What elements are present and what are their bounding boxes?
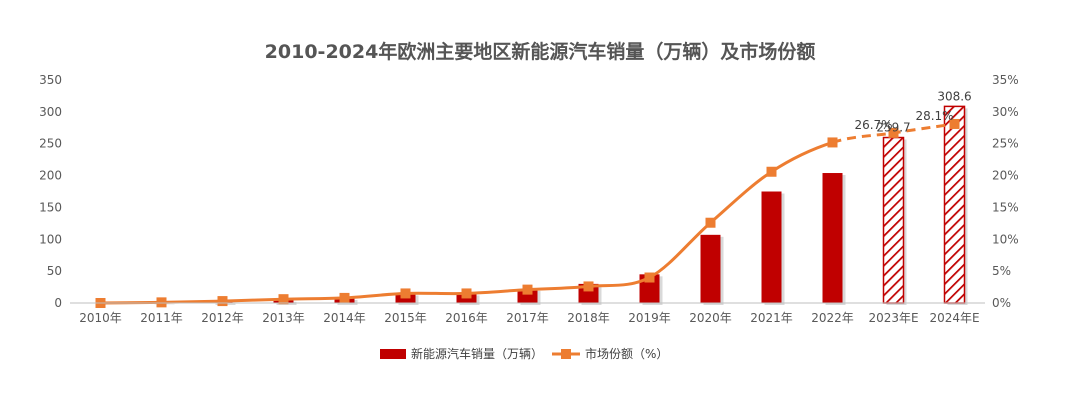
share-marker xyxy=(949,118,960,129)
bar-series xyxy=(151,105,968,305)
y-right-tick-label: 10% xyxy=(992,232,1019,246)
x-tick-label: 2023年E xyxy=(868,311,918,325)
legend-line-label: 市场份额（%） xyxy=(585,346,668,361)
bar xyxy=(943,105,966,304)
y-left-tick-label: 300 xyxy=(39,105,62,119)
bar xyxy=(882,136,905,304)
share-marker xyxy=(400,288,411,299)
axes: 0 50 100 150 200 250 300 350 0% 5% 10% 15% 20% 25% 30%… xyxy=(39,73,1019,325)
y-right-tick-label: 15% xyxy=(992,200,1019,214)
x-tick-label: 2020年 xyxy=(689,311,732,325)
chart-title: 2010-2024年欧洲主要地区新能源汽车销量（万辆）及市场份额 xyxy=(265,40,816,63)
x-tick-label: 2015年 xyxy=(384,311,427,325)
share-marker xyxy=(766,166,777,177)
y-left-tick-label: 350 xyxy=(39,73,62,87)
legend: 新能源汽车销量（万辆） 市场份额（%） xyxy=(380,346,668,361)
x-tick-label: 2013年 xyxy=(262,311,305,325)
x-tick-label: 2024年E xyxy=(929,311,979,325)
y-right-tick-label: 5% xyxy=(992,264,1011,278)
legend-bar-label: 新能源汽车销量（万辆） xyxy=(411,346,543,361)
x-tick-label: 2022年 xyxy=(811,311,854,325)
x-tick-label: 2016年 xyxy=(445,311,488,325)
share-marker xyxy=(644,272,655,283)
y-left-tick-label: 100 xyxy=(39,232,62,246)
bar-data-label: 259.7 xyxy=(876,121,910,135)
share-marker xyxy=(522,284,533,295)
line-data-label: 26.7% xyxy=(854,118,892,132)
share-marker xyxy=(888,127,899,138)
data-labels: 259.7 308.6 26.7% 28.1% xyxy=(854,89,971,134)
y-left-tick-label: 0 xyxy=(54,296,62,310)
x-tick-label: 2021年 xyxy=(750,311,793,325)
y-right-tick-label: 0% xyxy=(992,296,1011,310)
share-marker xyxy=(217,296,228,307)
y-right-tick-label: 30% xyxy=(992,105,1019,119)
share-marker xyxy=(461,288,472,299)
x-tick-label: 2018年 xyxy=(567,311,610,325)
line-data-label: 28.1% xyxy=(915,109,953,123)
y-left-tick-label: 150 xyxy=(39,200,62,214)
bar-data-label: 308.6 xyxy=(937,89,971,103)
share-marker xyxy=(278,294,289,305)
legend-line-marker xyxy=(561,349,571,359)
y-right-tick-label: 25% xyxy=(992,137,1019,151)
y-left-tick-label: 250 xyxy=(39,137,62,151)
x-tick-label: 2014年 xyxy=(323,311,366,325)
share-marker xyxy=(156,297,167,308)
share-marker xyxy=(827,137,838,148)
bar xyxy=(700,234,721,303)
y-right-tick-label: 35% xyxy=(992,73,1019,87)
share-marker xyxy=(583,281,594,292)
bar xyxy=(761,191,782,303)
x-tick-label: 2012年 xyxy=(201,311,244,325)
y-right-tick-label: 20% xyxy=(992,169,1019,183)
x-tick-label: 2019年 xyxy=(628,311,671,325)
x-tick-label: 2010年 xyxy=(79,311,122,325)
legend-bar-swatch xyxy=(380,349,406,359)
x-tick-label: 2017年 xyxy=(506,311,549,325)
share-marker xyxy=(339,292,350,303)
share-marker xyxy=(705,217,716,228)
y-left-tick-label: 50 xyxy=(47,264,62,278)
bar xyxy=(822,173,843,303)
y-left-tick-label: 200 xyxy=(39,169,62,183)
x-tick-label: 2011年 xyxy=(140,311,183,325)
